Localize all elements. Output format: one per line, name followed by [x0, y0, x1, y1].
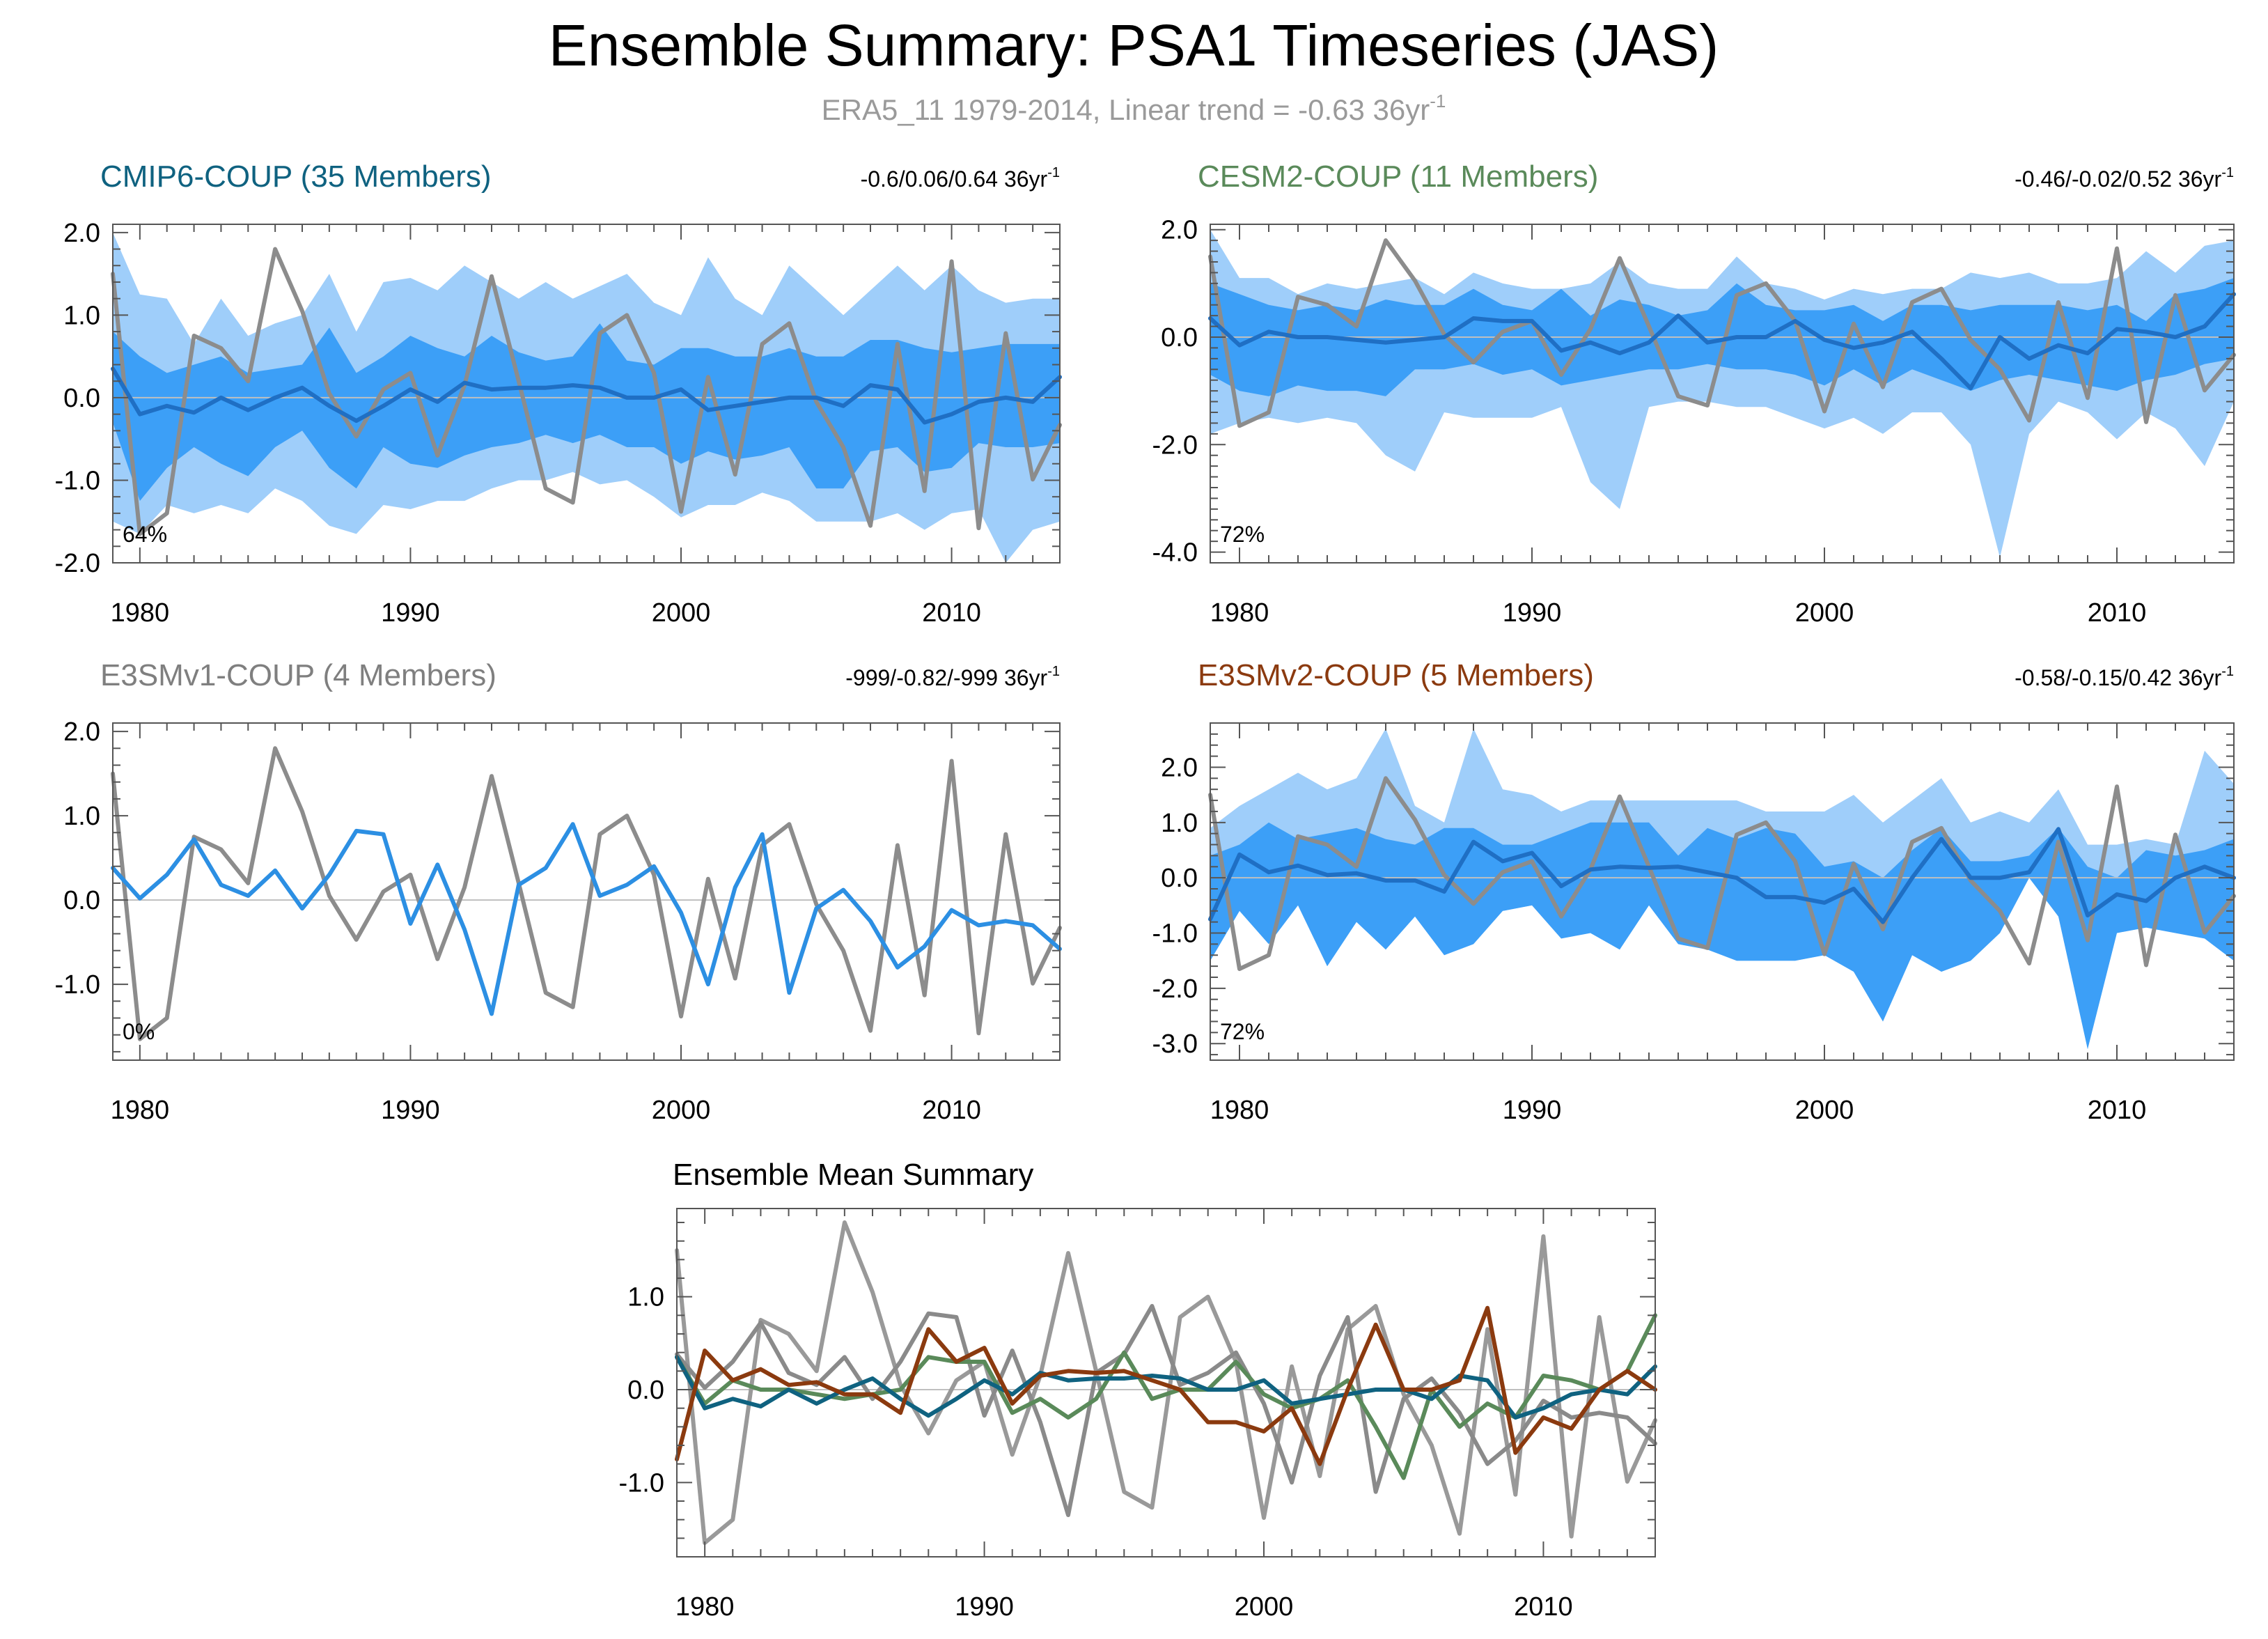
- x-tick-label: 1990: [1503, 598, 1562, 628]
- chart-stats-value: -0.46/-0.02/0.52 36yr: [2015, 166, 2221, 192]
- x-tick-label: 1980: [1210, 1096, 1269, 1125]
- x-tick-label: 1990: [955, 1592, 1014, 1622]
- chart-panel-cmip6: 1980 1990 2000 2010 -2.0 -1.0 0.0 1.0 2.0CMIP6-C…: [55, 160, 1062, 628]
- chart-stats-value: -0.6/0.06/0.64 36yr: [861, 166, 1048, 192]
- chart-stats-superscript: -1: [1047, 664, 1060, 679]
- chart-title: CESM2-COUP (11 Members): [1198, 160, 1598, 194]
- y-tick-label: 0.0: [1161, 864, 1198, 893]
- y-tick-label: -1.0: [55, 970, 100, 1000]
- x-tick-label: 2010: [2088, 1096, 2147, 1125]
- y-tick-label: 1.0: [63, 802, 100, 831]
- chart-stats: -0.6/0.06/0.64 36yr-1: [861, 165, 1060, 192]
- chart-stats-value: -999/-0.82/-999 36yr: [845, 665, 1047, 690]
- x-tick-label: 2010: [922, 1096, 981, 1125]
- x-tick-label: 2000: [652, 1096, 711, 1125]
- y-tick-label: 0.0: [1161, 323, 1198, 352]
- chart-panel-e3smv2: 1980 1990 2000 2010 -3.0 -2.0 -1.0 0.0 1.0 2.0 E3S…: [1152, 658, 2236, 1125]
- plot-frame: [112, 224, 1061, 564]
- x-tick-label: 2000: [1795, 1096, 1854, 1125]
- y-tick-label: 1.0: [63, 301, 100, 330]
- y-tick-label: 2.0: [63, 219, 100, 248]
- chart-stats-value: -0.58/-0.15/0.42 36yr: [2015, 665, 2221, 690]
- chart-panel-summary: 1980 1990 2000 2010 -1.0 0.0 1.0 Ensemble Mean …: [619, 1158, 1657, 1622]
- x-tick-label: 1980: [111, 598, 170, 628]
- series-line-e3smv2-coup: [675, 1305, 1657, 1466]
- chart-stats: -999/-0.82/-999 36yr-1: [845, 664, 1060, 690]
- x-tick-label: 1980: [675, 1592, 735, 1622]
- ensemble-mean-line: [1208, 292, 2236, 391]
- observed-line: [1208, 238, 2236, 428]
- chart-panel-e3smv1: 1980 1990 2000 2010 -1.0 0.0 1.0 2.0E3SMv1-COUP…: [55, 658, 1062, 1125]
- y-tick-label: -2.0: [55, 549, 100, 578]
- x-tick-label: 2000: [1235, 1592, 1294, 1622]
- x-tick-label: 1980: [1210, 598, 1269, 628]
- x-tick-label: 2010: [2088, 598, 2147, 628]
- x-tick-label: 1990: [381, 1096, 440, 1125]
- chart-title: Ensemble Mean Summary: [673, 1158, 1033, 1192]
- y-tick-label: 1.0: [627, 1283, 664, 1312]
- observed-line: [1208, 776, 2236, 972]
- figure-title: Ensemble Summary: PSA1 Timeseries (JAS): [549, 13, 1719, 78]
- y-tick-label: -1.0: [55, 466, 100, 495]
- x-tick-label: 1980: [111, 1096, 170, 1125]
- chart-panel-cesm2: 1980 1990 2000 2010 -4.0 -2.0 0.0 2.0CESM2-COUP…: [1152, 160, 2236, 628]
- y-tick-label: 2.0: [63, 717, 100, 747]
- series-line-cesm2-coup: [675, 1313, 1657, 1480]
- plot-frame: [676, 1208, 1656, 1558]
- chart-title: E3SMv2-COUP (5 Members): [1198, 658, 1594, 692]
- outer-spread-band: [1210, 229, 2234, 558]
- corner-percent-label: 72%: [1220, 522, 1265, 547]
- corner-percent-label: 72%: [1220, 1019, 1265, 1044]
- y-tick-label: 0.0: [63, 886, 100, 915]
- y-tick-label: 0.0: [63, 384, 100, 413]
- chart-stats: -0.46/-0.02/0.52 36yr-1: [2015, 165, 2234, 192]
- x-tick-label: 1990: [1503, 1096, 1562, 1125]
- y-tick-label: -4.0: [1152, 538, 1198, 568]
- corner-percent-label: 0%: [123, 1019, 155, 1044]
- observed-line: [111, 746, 1062, 1041]
- figure-subtitle: ERA5_11 1979-2014, Linear trend = -0.63 …: [822, 91, 1446, 126]
- y-tick-label: -1.0: [1152, 919, 1198, 949]
- plot-frame: [1210, 224, 2235, 564]
- y-tick-label: 0.0: [627, 1376, 664, 1405]
- x-tick-label: 1990: [381, 598, 440, 628]
- y-tick-label: -2.0: [1152, 974, 1198, 1004]
- corner-percent-label: 64%: [123, 522, 167, 547]
- series-line-e3smv1-coup: [675, 1304, 1657, 1517]
- observed-line: [111, 247, 1062, 536]
- chart-stats: -0.58/-0.15/0.42 36yr-1: [2015, 664, 2234, 690]
- x-tick-label: 2010: [1514, 1592, 1573, 1622]
- x-tick-label: 2010: [922, 598, 981, 628]
- chart-stats-superscript: -1: [2221, 664, 2234, 679]
- ensemble-mean-line: [111, 366, 1062, 425]
- chart-title: CMIP6-COUP (35 Members): [100, 160, 492, 194]
- y-tick-label: 2.0: [1161, 753, 1198, 782]
- series-line-era5_11: [675, 1220, 1657, 1545]
- y-tick-label: 2.0: [1161, 216, 1198, 245]
- ensemble-mean-line: [111, 822, 1062, 1016]
- chart-stats-superscript: -1: [2221, 165, 2234, 180]
- ensemble-mean-line: [1208, 827, 2236, 924]
- x-tick-label: 2000: [652, 598, 711, 628]
- plot-frame: [1210, 722, 2235, 1061]
- y-tick-label: 1.0: [1161, 809, 1198, 838]
- y-tick-label: -1.0: [619, 1468, 664, 1498]
- plot-frame: [112, 722, 1061, 1061]
- panels: 1980 1990 2000 2010-2.0-1.00.01.02.0CMIP6-C…: [55, 160, 2236, 1622]
- y-tick-label: -3.0: [1152, 1030, 1198, 1059]
- x-tick-label: 2000: [1795, 598, 1854, 628]
- chart-title: E3SMv1-COUP (4 Members): [100, 658, 496, 692]
- chart-stats-superscript: -1: [1047, 165, 1060, 180]
- y-tick-label: -2.0: [1152, 430, 1198, 460]
